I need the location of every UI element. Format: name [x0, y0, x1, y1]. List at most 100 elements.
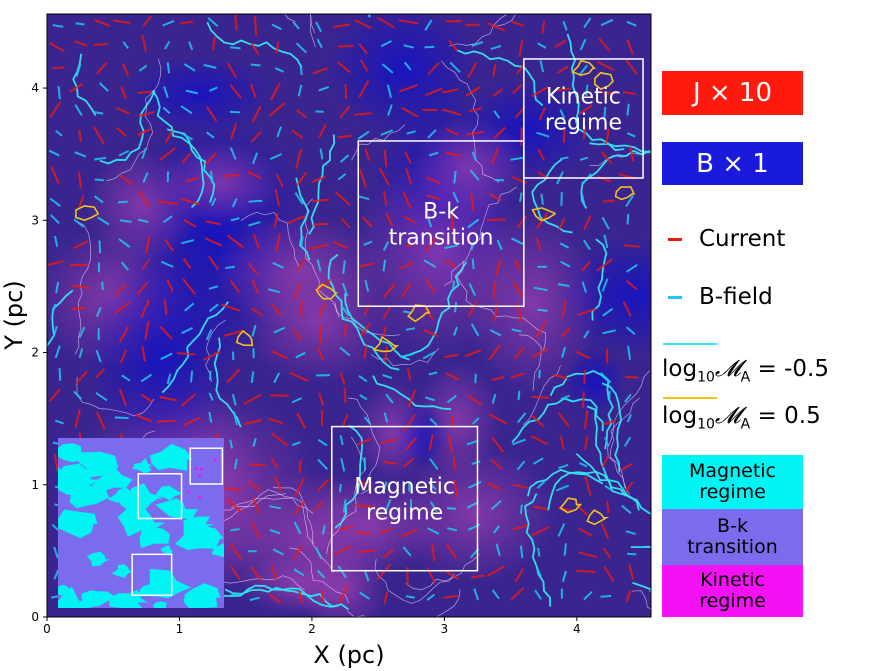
bfield-vector: [229, 46, 241, 50]
current-vector: [487, 482, 501, 491]
bfield-vector: [122, 41, 129, 49]
bfield-vector: [381, 63, 394, 74]
current-vector: [202, 350, 221, 361]
bfield-vector: [166, 373, 172, 385]
density-contour: [335, 302, 401, 336]
bfield-vector: [424, 396, 435, 402]
bfield-vector: [339, 154, 350, 163]
bfield-vector: [299, 65, 303, 76]
current-vector: [602, 199, 615, 203]
x-tick-label: 4: [573, 622, 581, 636]
current-vector: [271, 350, 289, 360]
current-vector: [268, 593, 282, 605]
current-vector: [358, 43, 368, 55]
current-vector: [293, 282, 302, 300]
bfield-vector: [426, 593, 436, 601]
bfield-vector: [386, 84, 392, 98]
ma-low-contour: [295, 177, 311, 261]
bfield-vector: [603, 234, 609, 249]
bfield-vector: [557, 283, 570, 288]
bfield-vector: [561, 570, 567, 583]
current-vector: [253, 15, 258, 36]
current-vector: [442, 88, 459, 94]
bfield-vector: [78, 326, 86, 339]
current-vector: [538, 107, 546, 121]
bfield-vector: [337, 173, 347, 181]
current-vector: [452, 456, 457, 471]
current-vector: [268, 102, 286, 117]
current-vector: [512, 281, 524, 297]
j-scale-label: J × 10: [692, 78, 773, 108]
bfield-vector: [604, 436, 610, 447]
current-vector: [383, 283, 396, 298]
bfield-vector: [532, 457, 544, 465]
density-contour: [347, 589, 461, 617]
y-tick-label: 1: [31, 478, 39, 492]
ma-low-contour: [630, 545, 651, 548]
current-vector: [598, 91, 618, 95]
bfield-vector: [225, 265, 235, 270]
current-vector: [122, 63, 130, 77]
current-vector: [316, 478, 330, 492]
current-vector: [250, 131, 262, 143]
current-vector: [340, 217, 351, 229]
ma-high-legend-label: log10𝓜A = 0.5: [662, 403, 821, 433]
density-contour: [106, 59, 162, 182]
inset-box: [189, 447, 224, 485]
current-vector: [166, 279, 174, 293]
bfield-vector: [601, 216, 610, 230]
bfield-vector: [583, 239, 591, 251]
ma-low-contour: [591, 238, 608, 321]
ma-low-contour: [152, 90, 205, 209]
inset-magnetic-patch: [155, 485, 185, 501]
current-vector: [601, 455, 609, 468]
axes: 0 1 2 3 4 0 1 2 3 4: [31, 81, 580, 636]
current-vector: [382, 461, 397, 465]
inset-kinetic-spot: [198, 473, 202, 477]
texture-glow: [563, 346, 626, 417]
bfield-vector: [140, 373, 153, 383]
bfield-vector: [205, 131, 215, 139]
bfield-vector: [473, 588, 479, 601]
current-vector: [445, 372, 459, 381]
bfield-vector: [342, 499, 347, 513]
current-vector: [620, 462, 633, 471]
current-vector: [379, 528, 393, 534]
bfield-vector: [340, 458, 346, 472]
bfield-vector: [429, 501, 438, 513]
current-vector: [444, 259, 456, 268]
bfield-vector: [51, 303, 57, 313]
region-box: [331, 425, 479, 572]
current-vector: [221, 303, 241, 312]
inset-magnetic-patch: [58, 509, 98, 539]
bfield-vector: [558, 463, 569, 470]
current-vector: [78, 171, 82, 189]
bfield-vector: [342, 260, 346, 275]
current-vector: [491, 376, 505, 381]
bfield-vector: [468, 283, 477, 297]
bfield-vector: [96, 216, 110, 226]
current-vector: [425, 176, 441, 185]
bfield-vector: [557, 523, 566, 537]
bfield-vector: [272, 548, 284, 556]
current-vector: [428, 434, 434, 451]
bfield-vector: [93, 195, 104, 204]
current-vector: [141, 34, 147, 52]
inset-magnetic-patch: [86, 551, 110, 567]
texture-glow: [122, 55, 276, 133]
current-vector: [338, 584, 349, 604]
current-vector: [134, 413, 152, 423]
ma-high-contour: [315, 283, 339, 300]
bfield-vector: [252, 437, 257, 447]
inset-map: [58, 438, 224, 608]
current-vector: [510, 372, 525, 379]
bfield-vector: [359, 394, 368, 401]
bfield-vector: [471, 40, 484, 47]
bfield-vector: [210, 197, 217, 207]
ma-low-contour: [403, 261, 468, 358]
current-vector: [287, 215, 305, 225]
b-scale-label: B × 1: [696, 148, 769, 179]
bfield-vector: [316, 569, 326, 579]
current-vector: [229, 279, 240, 293]
